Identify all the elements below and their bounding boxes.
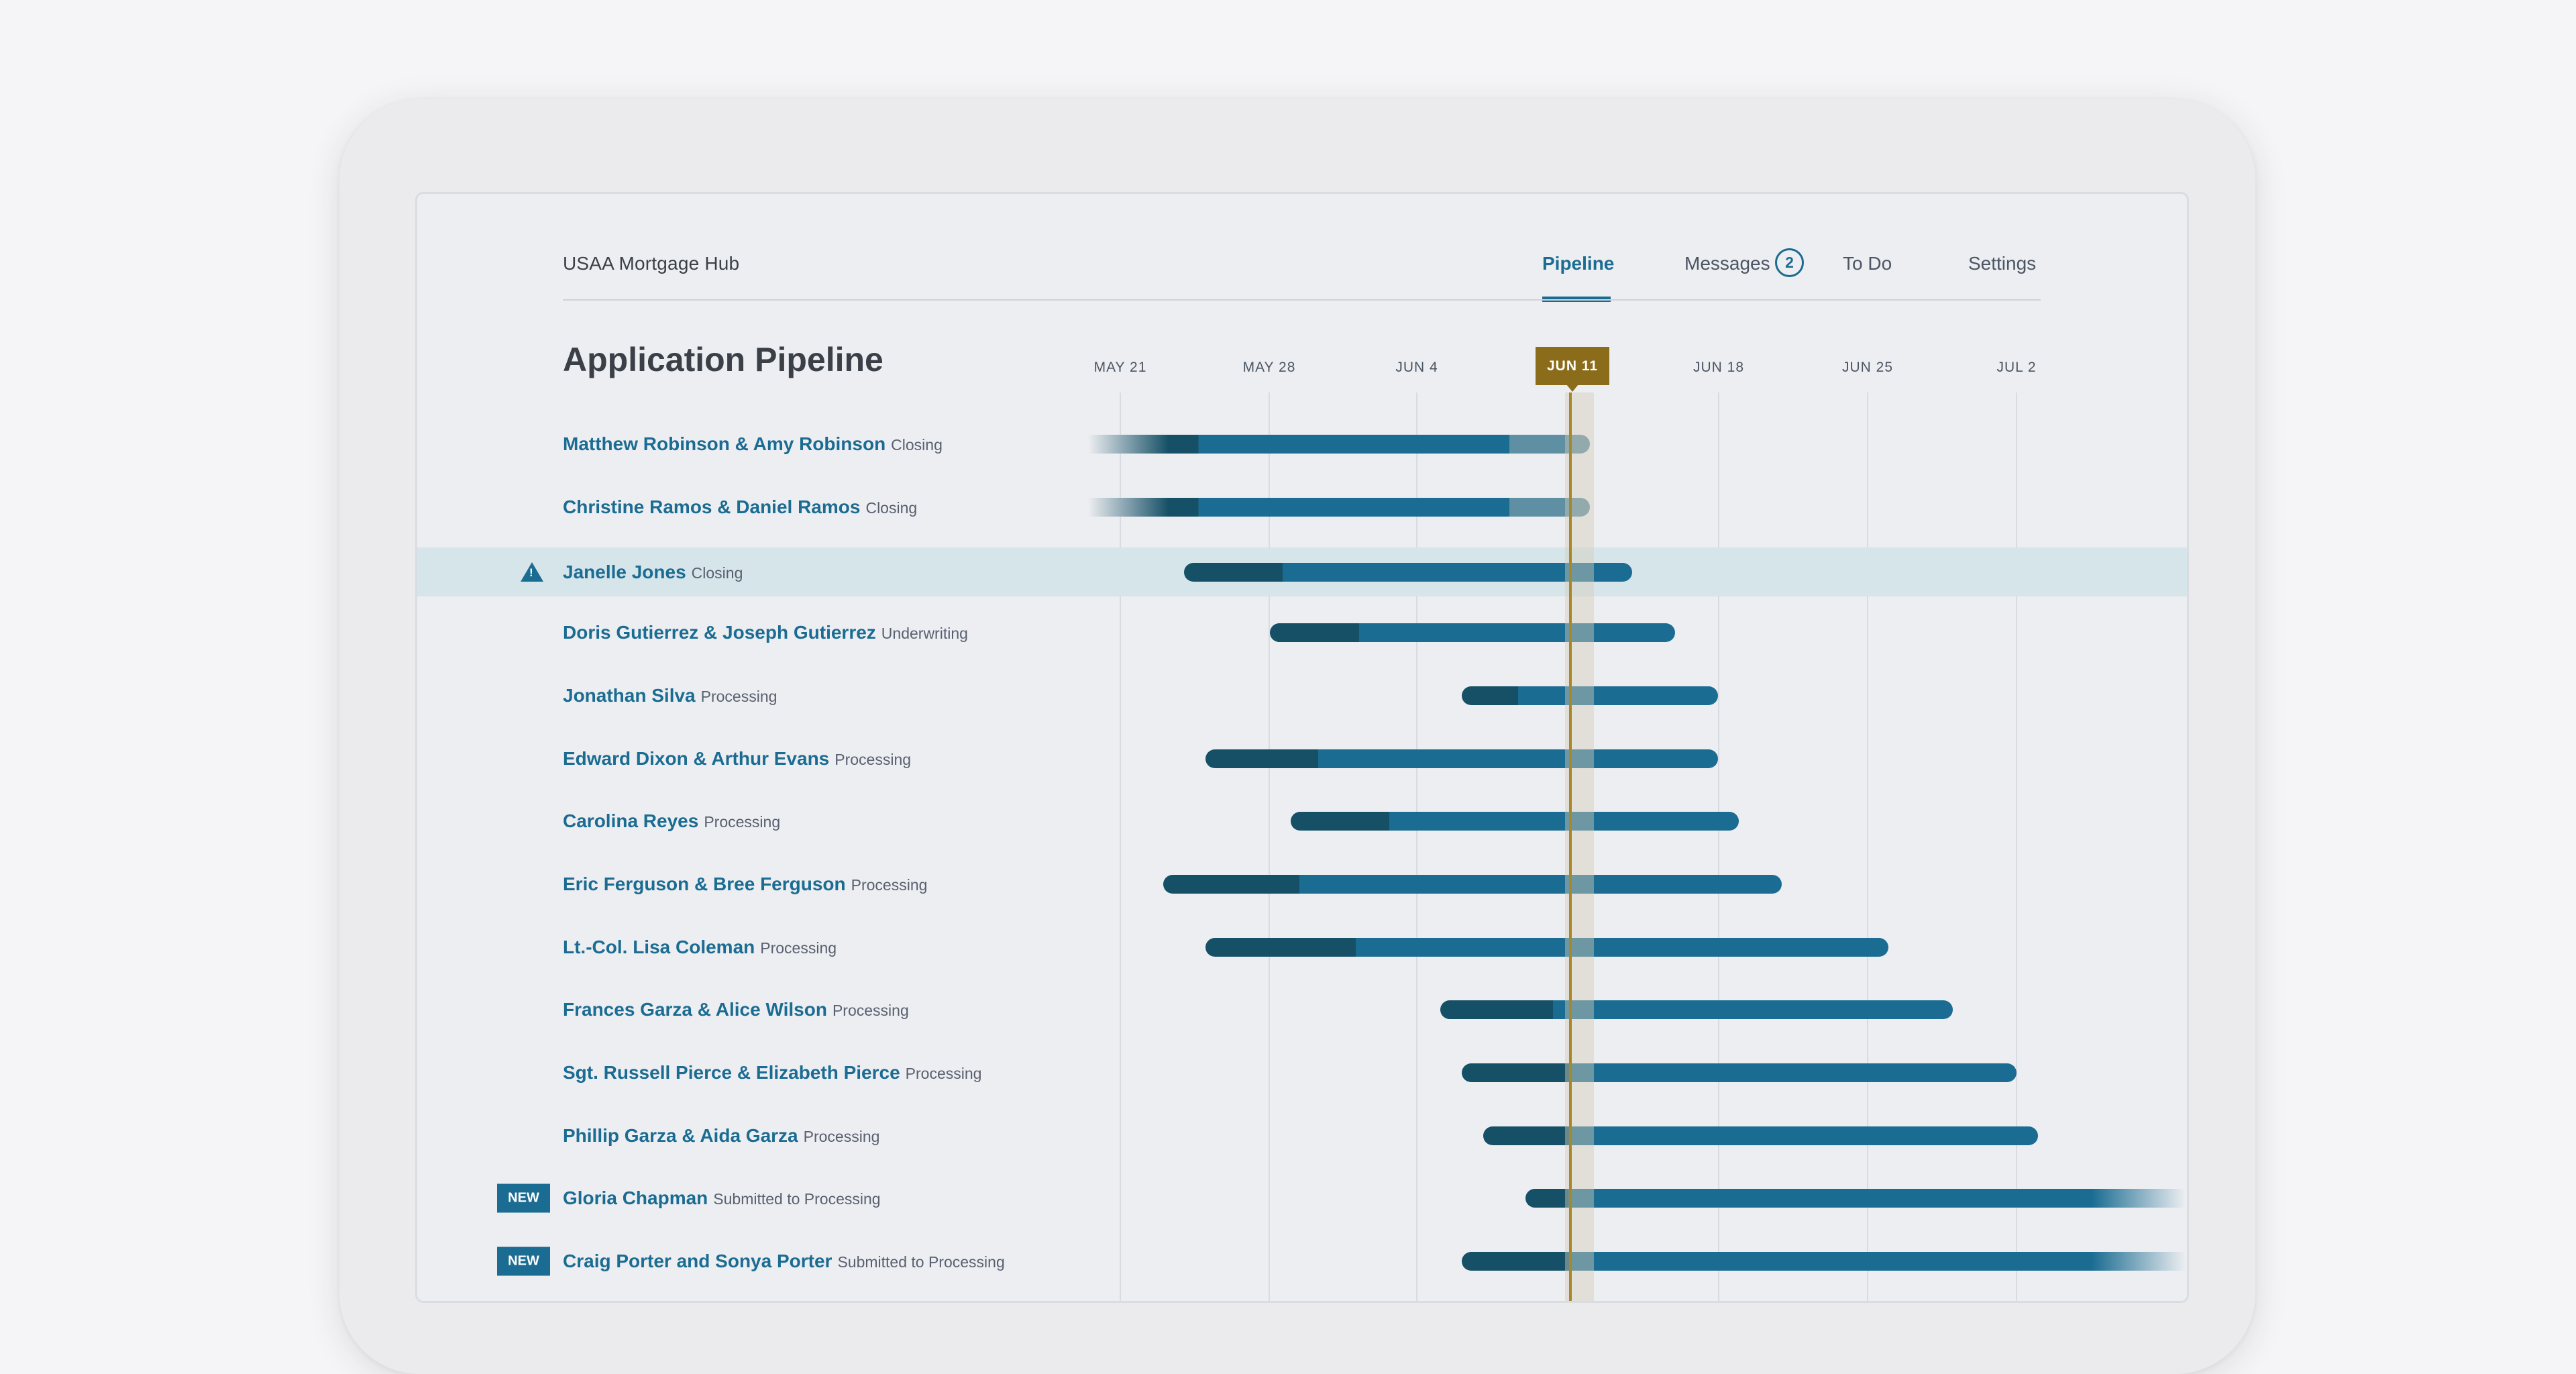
application-row[interactable]: Sgt. Russell Pierce & Elizabeth Pierce Pr… xyxy=(563,1062,981,1084)
application-timeline-bar[interactable] xyxy=(1163,874,1782,894)
application-row[interactable]: Lt.-Col. Lisa Coleman Processing xyxy=(563,937,837,958)
application-row[interactable]: Craig Porter and Sonya Porter Submitted t… xyxy=(563,1251,1005,1272)
application-row[interactable]: Jonathan Silva Processing xyxy=(563,685,777,706)
applicant-name[interactable]: Carolina Reyes xyxy=(563,810,699,832)
application-row[interactable]: Phillip Garza & Aida Garza Processing xyxy=(563,1125,879,1147)
application-row[interactable]: Gloria Chapman Submitted to Processing xyxy=(563,1187,881,1209)
timeline-grid-line xyxy=(1867,392,1868,1301)
application-status: Processing xyxy=(905,1065,982,1082)
application-timeline-bar[interactable] xyxy=(1269,623,1676,643)
timeline-date-label: MAY 21 xyxy=(1093,360,1147,375)
timeline-grid-line xyxy=(1120,392,1121,1301)
application-timeline-bar[interactable] xyxy=(1461,1063,2017,1082)
application-status: Closing xyxy=(691,564,743,582)
timeline-grid-line xyxy=(1416,392,1417,1301)
applicant-name[interactable]: Sgt. Russell Pierce & Elizabeth Pierce xyxy=(563,1062,900,1083)
applicant-name[interactable]: Frances Garza & Alice Wilson xyxy=(563,999,827,1020)
timeline-grid-line xyxy=(2016,392,2017,1301)
application-status: Submitted to Processing xyxy=(837,1253,1005,1271)
nav-divider xyxy=(563,299,2041,301)
application-timeline-bar[interactable] xyxy=(1205,749,1718,768)
application-status: Closing xyxy=(891,436,943,454)
applicant-name[interactable]: Gloria Chapman xyxy=(563,1187,708,1209)
application-row[interactable]: Carolina Reyes Processing xyxy=(563,810,780,832)
application-row[interactable]: Eric Ferguson & Bree Ferguson Processing xyxy=(563,874,927,895)
applicant-name[interactable]: Edward Dixon & Arthur Evans xyxy=(563,747,830,769)
timeline-grid-line xyxy=(1718,392,1719,1301)
timeline-grid-line xyxy=(1269,392,1270,1301)
application-timeline-bar[interactable] xyxy=(1205,937,1889,957)
application-status: Processing xyxy=(803,1127,880,1145)
applicant-name[interactable]: Matthew Robinson & Amy Robinson xyxy=(563,433,886,454)
timeline-date-label: JUN 4 xyxy=(1395,360,1438,375)
application-status: Processing xyxy=(700,687,777,705)
applicant-name[interactable]: Phillip Garza & Aida Garza xyxy=(563,1124,798,1146)
new-badge: NEW xyxy=(497,1183,550,1213)
application-status: Processing xyxy=(704,813,781,831)
timeline-date-label: MAY 28 xyxy=(1242,360,1296,375)
application-status: Processing xyxy=(851,876,928,894)
applicant-name[interactable]: Craig Porter and Sonya Porter xyxy=(563,1251,833,1272)
app-title: USAA Mortgage Hub xyxy=(563,253,740,274)
today-marker[interactable]: JUN 11 xyxy=(1536,347,1609,392)
application-row[interactable]: Doris Gutierrez & Joseph Gutierrez Underw… xyxy=(563,622,968,643)
applicant-name[interactable]: Lt.-Col. Lisa Coleman xyxy=(563,936,755,957)
application-status: Processing xyxy=(832,1002,909,1020)
app-screen: USAA Mortgage Hub Pipeline Messages 2 To… xyxy=(415,192,2189,1303)
application-timeline-bar[interactable] xyxy=(1440,1000,1953,1020)
application-status: Submitted to Processing xyxy=(713,1190,881,1208)
tab-todo[interactable]: To Do xyxy=(1843,253,1892,274)
application-row[interactable]: Janelle Jones Closing xyxy=(563,562,743,583)
applicant-name[interactable]: Doris Gutierrez & Joseph Gutierrez xyxy=(563,622,876,643)
application-status: Processing xyxy=(760,939,837,957)
application-row[interactable]: Matthew Robinson & Amy Robinson Closing xyxy=(563,433,943,455)
application-status: Processing xyxy=(835,750,912,768)
timeline-date-label: JUL 2 xyxy=(1996,360,2037,375)
applicant-name[interactable]: Janelle Jones xyxy=(563,562,686,583)
application-status: Closing xyxy=(865,498,918,517)
new-badge: NEW xyxy=(497,1247,550,1276)
tab-settings[interactable]: Settings xyxy=(1968,253,2037,274)
application-timeline-bar[interactable] xyxy=(1184,563,1633,582)
application-timeline-bar[interactable] xyxy=(1461,686,1718,705)
tab-messages[interactable]: Messages xyxy=(1684,253,1770,274)
application-timeline-bar[interactable] xyxy=(1291,812,1739,831)
tab-pipeline[interactable]: Pipeline xyxy=(1542,253,1615,274)
application-row[interactable]: Edward Dixon & Arthur Evans Processing xyxy=(563,748,911,770)
applicant-name[interactable]: Jonathan Silva xyxy=(563,684,696,706)
application-timeline-bar[interactable] xyxy=(1461,1252,2186,1271)
application-row[interactable]: Christine Ramos & Daniel Ramos Closing xyxy=(563,496,917,518)
application-timeline-bar[interactable] xyxy=(1483,1126,2038,1145)
application-timeline-bar[interactable] xyxy=(1088,497,1590,517)
page-title: Application Pipeline xyxy=(563,341,883,378)
messages-count-badge[interactable]: 2 xyxy=(1775,248,1804,277)
timeline-date-label: JUN 25 xyxy=(1841,360,1894,375)
applicant-name[interactable]: Christine Ramos & Daniel Ramos xyxy=(563,496,861,517)
application-row[interactable]: Frances Garza & Alice Wilson Processing xyxy=(563,999,909,1020)
application-timeline-bar[interactable] xyxy=(1088,435,1590,454)
application-status: Underwriting xyxy=(881,625,968,643)
warning-icon[interactable] xyxy=(521,562,543,582)
today-marker-line xyxy=(1569,392,1572,1301)
applicant-name[interactable]: Eric Ferguson & Bree Ferguson xyxy=(563,873,846,894)
timeline-date-label: JUN 18 xyxy=(1693,360,1745,375)
application-timeline-bar[interactable] xyxy=(1525,1189,2186,1208)
